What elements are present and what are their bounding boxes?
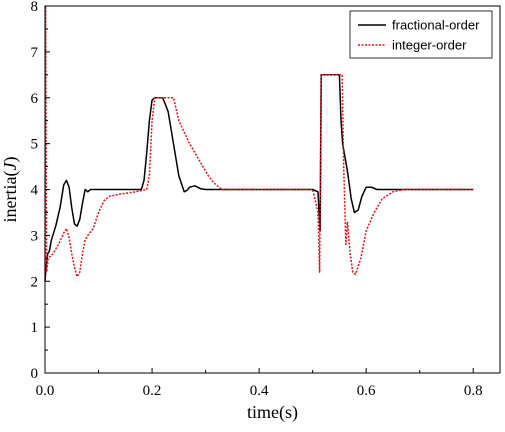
y-tick-label: 3 xyxy=(31,228,39,244)
plot-lines xyxy=(44,5,474,282)
y-tick-label: 8 xyxy=(31,0,39,15)
x-tick-label: 0.0 xyxy=(36,383,55,399)
y-tick-label: 2 xyxy=(31,274,39,290)
y-tick-label: 0 xyxy=(31,366,39,382)
y-tick-label: 4 xyxy=(31,183,39,199)
x-axis-title: time(s) xyxy=(247,402,298,423)
legend: fractional-order integer-order xyxy=(349,10,493,59)
legend-label-integer-order: integer-order xyxy=(392,38,467,53)
y-tick-label: 1 xyxy=(31,320,39,336)
x-tick-label: 0.8 xyxy=(464,383,483,399)
y-axis-title: inertia(J) xyxy=(0,157,21,223)
x-tick-label: 0.4 xyxy=(250,383,269,399)
y-tick-label: 7 xyxy=(31,45,39,61)
x-tick-label: 0.6 xyxy=(357,383,376,399)
legend-label-fractional-order: fractional-order xyxy=(392,18,480,33)
legend-box xyxy=(349,10,493,59)
series-line-fractional-order xyxy=(44,74,474,282)
series-line-integer-order xyxy=(44,5,474,282)
y-tick-label: 6 xyxy=(31,91,39,107)
y-axis: 0 1 2 3 4 5 6 7 8 xyxy=(31,0,50,382)
x-tick-label: 0.2 xyxy=(143,383,162,399)
x-axis: 0.0 0.2 0.4 0.6 0.8 xyxy=(36,368,483,399)
y-tick-label: 5 xyxy=(31,137,39,153)
